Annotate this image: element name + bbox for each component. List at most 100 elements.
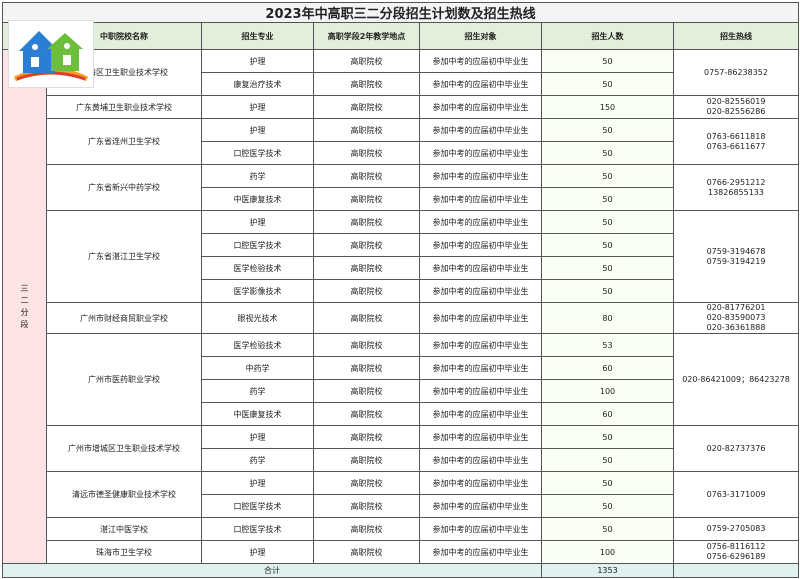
place: 高职院校 — [313, 517, 420, 541]
count: 50 — [541, 448, 674, 472]
header-row: 中职院校名称 招生专业 高职学段2年教学地点 招生对象 招生人数 招生热线 — [2, 22, 799, 50]
hotline-cell: 0759-3194678 0759-3194219 — [673, 210, 799, 303]
major: 护理 — [201, 118, 314, 142]
school-name: 珠海市卫生学校 — [46, 540, 202, 564]
hotline: 020-82737376 — [706, 443, 766, 453]
target: 参加中考的应届初中毕业生 — [419, 187, 542, 211]
place: 高职院校 — [313, 448, 420, 472]
target: 参加中考的应届初中毕业生 — [419, 517, 542, 541]
header-cell: 招生热线 — [673, 22, 799, 50]
target: 参加中考的应届初中毕业生 — [419, 471, 542, 495]
count: 50 — [541, 256, 674, 280]
hotline: 0763-6611677 — [706, 141, 766, 151]
major: 口腔医学技术 — [201, 233, 314, 257]
target: 参加中考的应届初中毕业生 — [419, 302, 542, 334]
data-row: 广州市增城区卫生职业技术学校 护理 高职院校 参加中考的应届初中毕业生 50 020-82… — [3, 425, 799, 472]
target: 参加中考的应届初中毕业生 — [419, 233, 542, 257]
hotline: 020-83590073 — [706, 313, 766, 322]
major: 药学 — [201, 164, 314, 188]
count: 50 — [541, 118, 674, 142]
major: 医学影像技术 — [201, 279, 314, 303]
place: 高职院校 — [313, 141, 420, 165]
school-name: 广州市财经商贸职业学校 — [46, 302, 202, 334]
hotline: 0766-2951212 — [706, 177, 766, 187]
place: 高职院校 — [313, 425, 420, 449]
place: 高职院校 — [313, 379, 420, 403]
place: 高职院校 — [313, 233, 420, 257]
count: 50 — [541, 210, 674, 234]
hotline: 0756-8116112 — [706, 542, 766, 551]
count: 50 — [541, 187, 674, 211]
data-row: 药学 高职院校 参加中考的应届初中毕业生 50 — [3, 448, 799, 472]
hotline: 0759-3194219 — [706, 256, 766, 266]
count: 150 — [541, 95, 674, 119]
hotline: 0763-3171009 — [706, 489, 766, 499]
target: 参加中考的应届初中毕业生 — [419, 164, 542, 188]
hotline: 0759-3194678 — [706, 246, 766, 256]
data-row: 口腔医学技术 高职院校 参加中考的应届初中毕业生 50 — [3, 494, 799, 518]
school-name: 广州市增城区卫生职业技术学校 — [46, 425, 202, 472]
count: 50 — [541, 279, 674, 303]
count: 50 — [541, 233, 674, 257]
count: 50 — [541, 425, 674, 449]
major: 护理 — [201, 95, 314, 119]
count: 50 — [541, 494, 674, 518]
major: 中药学 — [201, 356, 314, 380]
data-row: 广东省湛江卫生学校 护理 高职院校 参加中考的应届初中毕业生 50 0759-319467… — [3, 210, 799, 303]
count: 80 — [541, 302, 674, 334]
data-row: 湛江中医学校 口腔医学技术 高职院校 参加中考的应届初中毕业生 50 0759-27050… — [3, 517, 799, 541]
target: 参加中考的应届初中毕业生 — [419, 356, 542, 380]
hotline: 020-86421009；86423278 — [682, 374, 790, 384]
group-label: 三二分段 — [20, 283, 29, 329]
logo — [8, 20, 94, 88]
data-row: 广东黄埔卫生职业技术学校 护理 高职院校 参加中考的应届初中毕业生 150 020-825… — [3, 95, 799, 119]
hotline-cell: 020-81776201 020-83590073 020-36361888 — [673, 302, 799, 334]
hotline-cell: 0759-2705083 — [673, 517, 799, 541]
total-empty — [673, 563, 799, 578]
target: 参加中考的应届初中毕业生 — [419, 494, 542, 518]
data-row: 清远市德圣健康职业技术学校 护理 高职院校 参加中考的应届初中毕业生 50 0763-31… — [3, 471, 799, 518]
school-name: 清远市德圣健康职业技术学校 — [46, 471, 202, 518]
total-row: 合计 1353 — [2, 563, 799, 578]
place: 高职院校 — [313, 494, 420, 518]
table-title: 2023年中高职三二分段招生计划数及招生热线 — [2, 2, 799, 23]
count: 60 — [541, 402, 674, 426]
hotline: 0757-86238352 — [704, 67, 768, 77]
header-cell: 招生人数 — [541, 22, 674, 50]
count: 50 — [541, 141, 674, 165]
hotline-cell: 0766-2951212 13826855133 — [673, 164, 799, 211]
place: 高职院校 — [313, 95, 420, 119]
target: 参加中考的应届初中毕业生 — [419, 379, 542, 403]
place: 高职院校 — [313, 164, 420, 188]
major: 中医康复技术 — [201, 402, 314, 426]
hotline-cell: 0763-6611818 0763-6611677 — [673, 118, 799, 165]
target: 参加中考的应届初中毕业生 — [419, 425, 542, 449]
major: 护理 — [201, 425, 314, 449]
count: 100 — [541, 379, 674, 403]
major: 药学 — [201, 379, 314, 403]
place: 高职院校 — [313, 187, 420, 211]
hotline: 020-81776201 — [706, 303, 766, 313]
data-row: 广东省新兴中药学校 药学 高职院校 参加中考的应届初中毕业生 50 0766-295121… — [3, 164, 799, 211]
header-cell: 招生专业 — [201, 22, 314, 50]
major: 康复治疗技术 — [201, 72, 314, 96]
major: 医学检验技术 — [201, 256, 314, 280]
title-row: 2023年中高职三二分段招生计划数及招生热线 — [2, 2, 799, 23]
place: 高职院校 — [313, 72, 420, 96]
hotline-cell: 0763-3171009 — [673, 471, 799, 518]
target: 参加中考的应届初中毕业生 — [419, 279, 542, 303]
place: 高职院校 — [313, 356, 420, 380]
target: 参加中考的应届初中毕业生 — [419, 95, 542, 119]
place: 高职院校 — [313, 540, 420, 564]
data-row: 医学检验技术 高职院校 参加中考的应届初中毕业生 50 — [3, 256, 799, 280]
major: 医学检验技术 — [201, 333, 314, 357]
hotline-cell: 020-86421009；86423278 — [673, 333, 799, 426]
data-row: 三二分段 南海区卫生职业技术学校 护理 高职院校 参加中考的应届初中毕业生 50 0757-… — [2, 49, 799, 564]
group-cell: 三二分段 — [2, 49, 47, 564]
place: 高职院校 — [313, 471, 420, 495]
place: 高职院校 — [313, 302, 420, 334]
hotline-cell: 020-82556019 020-82556286 — [673, 95, 799, 119]
hotline: 020-82556019 — [706, 97, 766, 106]
